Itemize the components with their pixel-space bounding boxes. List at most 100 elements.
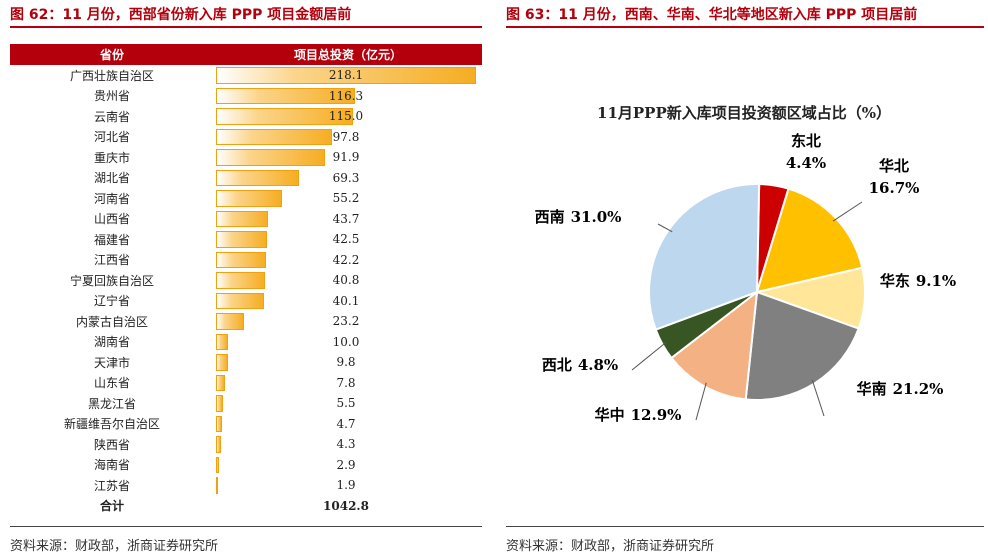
region-pie-chart: 11月PPP新入库项目投资额区域占比（%） 东北 4.4% 华北 16.7% 华东 9.1… bbox=[500, 40, 988, 520]
pie-label-name: 华中 bbox=[595, 406, 625, 424]
pie-label-name: 华东 bbox=[880, 272, 910, 290]
pie-label-northwest: 西北 4.8% bbox=[542, 356, 618, 374]
province-name: 新疆维吾尔自治区 bbox=[63, 417, 160, 432]
province-name: 陕西省 bbox=[93, 437, 130, 452]
table-row: 贵州省 116.3 bbox=[10, 86, 482, 107]
investment-value: 2.9 bbox=[336, 457, 356, 472]
investment-bar bbox=[216, 149, 326, 166]
left-source-note: 资料来源：财政部，浙商证券研究所 bbox=[10, 539, 219, 554]
pie-value-north-china: 16.7% bbox=[869, 179, 920, 197]
investment-cell: 1.9 bbox=[214, 475, 482, 496]
pie-slice-central-china bbox=[670, 289, 759, 401]
investment-cell: 2.9 bbox=[214, 455, 482, 476]
right-bottom-rule bbox=[506, 526, 984, 527]
province-name: 福建省 bbox=[93, 232, 130, 247]
table-row: 河北省 97.8 bbox=[10, 127, 482, 148]
table-row: 福建省 42.5 bbox=[10, 229, 482, 250]
investment-bar bbox=[216, 477, 219, 494]
province-name: 云南省 bbox=[93, 109, 130, 124]
province-name: 重庆市 bbox=[93, 150, 130, 165]
table-header: 省份 项目总投资（亿元） bbox=[10, 44, 482, 65]
pie-slice-north-china bbox=[755, 187, 864, 294]
investment-value: 1.9 bbox=[336, 478, 356, 492]
pie-label-southwest: 西南 31.0% bbox=[535, 208, 622, 226]
investment-bar bbox=[216, 354, 228, 371]
pie-label-name: 西南 bbox=[535, 208, 565, 226]
right-title-rule bbox=[506, 26, 984, 28]
province-name: 贵州省 bbox=[93, 89, 130, 104]
table-row: 海南省 2.9 bbox=[10, 455, 482, 476]
table-row: 江苏省 1.9 bbox=[10, 475, 482, 496]
table-row: 陕西省 4.3 bbox=[10, 434, 482, 455]
left-title-rule bbox=[10, 26, 482, 28]
investment-bar bbox=[216, 436, 222, 453]
leader-line-southwest bbox=[657, 223, 673, 233]
pie-label-name: 西北 bbox=[542, 356, 572, 374]
investment-bar bbox=[216, 272, 265, 289]
investment-value: 4.7 bbox=[336, 416, 356, 431]
province-name: 江苏省 bbox=[93, 478, 130, 493]
investment-value: 91.9 bbox=[332, 150, 360, 164]
investment-bar bbox=[216, 87, 355, 104]
total-cell: 1042.8 bbox=[214, 496, 482, 517]
investment-value: 115.0 bbox=[328, 109, 364, 123]
table-row: 湖北省 69.3 bbox=[10, 168, 482, 189]
pie-label-value: 12.9% bbox=[631, 406, 682, 424]
investment-value: 42.5 bbox=[332, 232, 360, 246]
table-row: 湖南省 10.0 bbox=[10, 332, 482, 353]
province-name: 宁夏回族自治区 bbox=[69, 273, 154, 288]
province-investment-table: 省份 项目总投资（亿元） 广西壮族自治区 218.1 贵州省 116.3 云南省 115.… bbox=[10, 44, 482, 516]
province-name: 内蒙古自治区 bbox=[75, 314, 148, 329]
table-row: 辽宁省 40.1 bbox=[10, 291, 482, 312]
investment-bar bbox=[216, 395, 223, 412]
investment-value: 43.7 bbox=[332, 211, 360, 226]
investment-value: 97.8 bbox=[332, 129, 360, 144]
table-row: 宁夏回族自治区 40.8 bbox=[10, 270, 482, 291]
pie-label-value: 9.1% bbox=[916, 272, 956, 290]
province-name: 河南省 bbox=[93, 191, 130, 206]
pie-title: 11月PPP新入库项目投资额区域占比（%） bbox=[597, 104, 891, 122]
pie-label-value: 4.8% bbox=[578, 356, 618, 374]
investment-bar bbox=[216, 456, 220, 473]
investment-bar bbox=[216, 251, 267, 268]
table-row: 内蒙古自治区 23.2 bbox=[10, 311, 482, 332]
investment-bar bbox=[216, 333, 228, 350]
investment-value: 9.8 bbox=[336, 355, 356, 369]
table-row: 云南省 115.0 bbox=[10, 106, 482, 127]
province-name: 山东省 bbox=[93, 376, 130, 391]
investment-cell: 42.5 bbox=[214, 229, 482, 250]
investment-value: 7.8 bbox=[336, 375, 356, 390]
pie-label-east-china: 华东 9.1% bbox=[880, 272, 956, 290]
left-figure-title: 图 62：11 月份，西部省份新入库 PPP 项目金额居前 bbox=[10, 7, 352, 23]
investment-cell: 218.1 bbox=[214, 65, 482, 86]
province-name: 海南省 bbox=[93, 458, 130, 473]
investment-value: 10.0 bbox=[332, 334, 360, 349]
investment-bar bbox=[216, 374, 226, 391]
table-row: 广西壮族自治区 218.1 bbox=[10, 65, 482, 86]
leader-line-northwest bbox=[631, 341, 667, 371]
investment-bar bbox=[216, 231, 267, 248]
table-row: 天津市 9.8 bbox=[10, 352, 482, 373]
investment-bar bbox=[216, 190, 282, 207]
investment-cell: 4.3 bbox=[214, 434, 482, 455]
pie-label-central-china: 华中 12.9% bbox=[595, 406, 682, 424]
leader-line-north-china bbox=[832, 201, 863, 222]
investment-bar bbox=[216, 108, 353, 125]
investment-value: 69.3 bbox=[332, 170, 360, 185]
pie-slice-south-china bbox=[744, 290, 860, 401]
leader-line-south-china bbox=[811, 379, 825, 417]
investment-bar bbox=[216, 67, 476, 84]
right-source-note: 资料来源：财政部，浙商证券研究所 bbox=[506, 539, 715, 554]
total-label: 合计 bbox=[99, 499, 124, 514]
investment-cell: 91.9 bbox=[214, 147, 482, 168]
investment-bar bbox=[216, 313, 244, 330]
province-name: 黑龙江省 bbox=[87, 396, 136, 411]
table-row: 山西省 43.7 bbox=[10, 209, 482, 230]
table-row: 河南省 55.2 bbox=[10, 188, 482, 209]
table-row: 江西省 42.2 bbox=[10, 250, 482, 271]
pie-label-northeast: 东北 bbox=[791, 132, 821, 150]
province-name: 广西壮族自治区 bbox=[69, 68, 154, 83]
investment-value: 55.2 bbox=[332, 191, 360, 205]
investment-value: 40.8 bbox=[332, 273, 360, 287]
